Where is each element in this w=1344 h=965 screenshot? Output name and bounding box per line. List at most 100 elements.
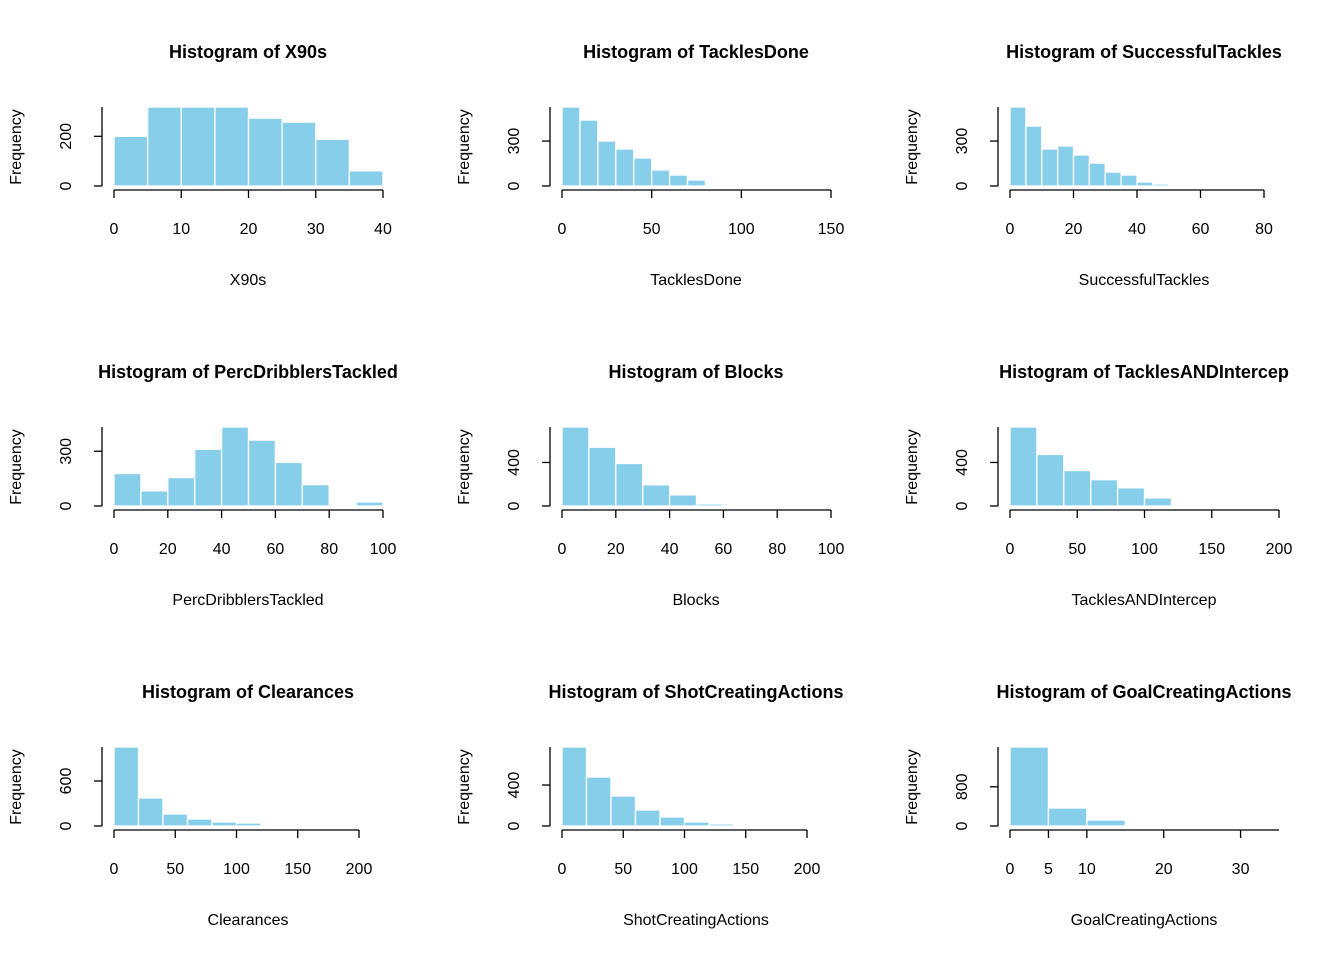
chart-title: Histogram of Clearances bbox=[142, 682, 354, 702]
chart-title: Histogram of Blocks bbox=[608, 362, 783, 382]
bar bbox=[1153, 184, 1169, 186]
bar bbox=[1037, 454, 1064, 506]
histogram-panel: Histogram of TacklesANDIntercepTacklesAN… bbox=[904, 362, 1292, 609]
bar bbox=[1064, 471, 1091, 506]
bar bbox=[688, 180, 706, 186]
x-tick-label: 0 bbox=[110, 541, 119, 558]
y-tick-label: 300 bbox=[58, 438, 75, 465]
y-tick-label: 0 bbox=[954, 181, 971, 190]
bar bbox=[168, 478, 195, 506]
x-tick-label: 100 bbox=[671, 861, 698, 878]
y-tick-label: 0 bbox=[506, 821, 523, 830]
y-tick-label: 800 bbox=[954, 773, 971, 800]
bar bbox=[1010, 107, 1026, 186]
x-tick-label: 10 bbox=[1078, 861, 1096, 878]
chart-title: Histogram of ShotCreatingActions bbox=[548, 682, 843, 702]
x-tick-label: 40 bbox=[1128, 221, 1146, 238]
x-tick-label: 0 bbox=[110, 221, 119, 238]
y-tick-label: 200 bbox=[58, 123, 75, 150]
bar bbox=[1105, 172, 1121, 186]
bar bbox=[1118, 488, 1145, 506]
bar bbox=[670, 495, 697, 506]
y-axis-label: Frequency bbox=[456, 429, 473, 505]
x-tick-label: 10 bbox=[172, 221, 190, 238]
bar bbox=[349, 171, 383, 186]
bar bbox=[181, 107, 215, 186]
x-tick-label: 50 bbox=[643, 221, 661, 238]
x-tick-label: 0 bbox=[1006, 221, 1015, 238]
x-tick-label: 60 bbox=[267, 541, 285, 558]
y-tick-label: 400 bbox=[506, 449, 523, 476]
histogram-panel: Histogram of GoalCreatingActionsGoalCrea… bbox=[904, 682, 1291, 929]
bar bbox=[616, 149, 634, 186]
bar bbox=[249, 118, 283, 186]
bar bbox=[611, 796, 636, 826]
x-tick-label: 80 bbox=[768, 541, 786, 558]
y-axis-label: Frequency bbox=[456, 109, 473, 185]
bar bbox=[163, 814, 188, 826]
bar bbox=[1074, 155, 1090, 186]
x-tick-label: 20 bbox=[1065, 221, 1083, 238]
y-tick-label: 600 bbox=[58, 768, 75, 795]
bar bbox=[709, 824, 734, 826]
bar bbox=[1026, 126, 1042, 186]
y-tick-label: 0 bbox=[58, 501, 75, 510]
bar bbox=[1121, 175, 1137, 186]
bar bbox=[1091, 480, 1118, 506]
bar bbox=[212, 822, 237, 826]
bar bbox=[562, 427, 589, 506]
bar bbox=[195, 449, 222, 506]
histogram-panel: Histogram of ClearancesClearancesFrequen… bbox=[8, 682, 372, 929]
x-tick-label: 20 bbox=[1155, 861, 1173, 878]
histogram-panel: Histogram of ShotCreatingActions ShotCrea… bbox=[456, 682, 843, 929]
bar bbox=[1145, 498, 1172, 506]
y-tick-label: 0 bbox=[954, 501, 971, 510]
bar bbox=[587, 777, 612, 826]
x-tick-label: 150 bbox=[818, 221, 845, 238]
x-tick-label: 200 bbox=[346, 861, 373, 878]
x-tick-label: 100 bbox=[1131, 541, 1158, 558]
x-axis-label: ShotCreatingActions bbox=[623, 912, 769, 929]
x-axis-label: TacklesANDIntercep bbox=[1072, 592, 1217, 609]
x-tick-label: 20 bbox=[607, 541, 625, 558]
y-tick-label: 0 bbox=[58, 181, 75, 190]
y-tick-label: 300 bbox=[954, 128, 971, 155]
y-tick-label: 0 bbox=[954, 821, 971, 830]
x-tick-label: 0 bbox=[1006, 861, 1015, 878]
x-axis-label: TacklesDone bbox=[650, 272, 742, 289]
x-tick-label: 40 bbox=[213, 541, 231, 558]
x-tick-label: 40 bbox=[661, 541, 679, 558]
bar bbox=[1010, 747, 1048, 826]
bar bbox=[598, 141, 616, 186]
bar bbox=[139, 798, 164, 826]
x-tick-label: 30 bbox=[1232, 861, 1250, 878]
bar bbox=[148, 107, 182, 186]
bar bbox=[616, 463, 643, 506]
x-tick-label: 5 bbox=[1044, 861, 1053, 878]
x-tick-label: 150 bbox=[1198, 541, 1225, 558]
x-tick-label: 60 bbox=[715, 541, 733, 558]
y-axis-label: Frequency bbox=[904, 749, 921, 825]
bar bbox=[1171, 505, 1198, 506]
bar bbox=[562, 747, 587, 826]
x-tick-label: 100 bbox=[370, 541, 397, 558]
x-tick-label: 150 bbox=[732, 861, 759, 878]
x-tick-label: 80 bbox=[1255, 221, 1273, 238]
x-tick-label: 0 bbox=[558, 861, 567, 878]
y-tick-label: 0 bbox=[506, 181, 523, 190]
x-axis-label: X90s bbox=[230, 272, 266, 289]
x-tick-label: 80 bbox=[320, 541, 338, 558]
x-tick-label: 30 bbox=[307, 221, 325, 238]
x-tick-label: 50 bbox=[1068, 541, 1086, 558]
x-tick-label: 100 bbox=[728, 221, 755, 238]
x-tick-label: 20 bbox=[240, 221, 258, 238]
bar bbox=[1089, 163, 1105, 186]
bar bbox=[249, 440, 276, 506]
bar bbox=[316, 139, 350, 186]
y-tick-label: 400 bbox=[954, 449, 971, 476]
bar bbox=[580, 120, 598, 186]
chart-title: Histogram of TacklesDone bbox=[583, 42, 809, 62]
x-tick-label: 0 bbox=[558, 221, 567, 238]
